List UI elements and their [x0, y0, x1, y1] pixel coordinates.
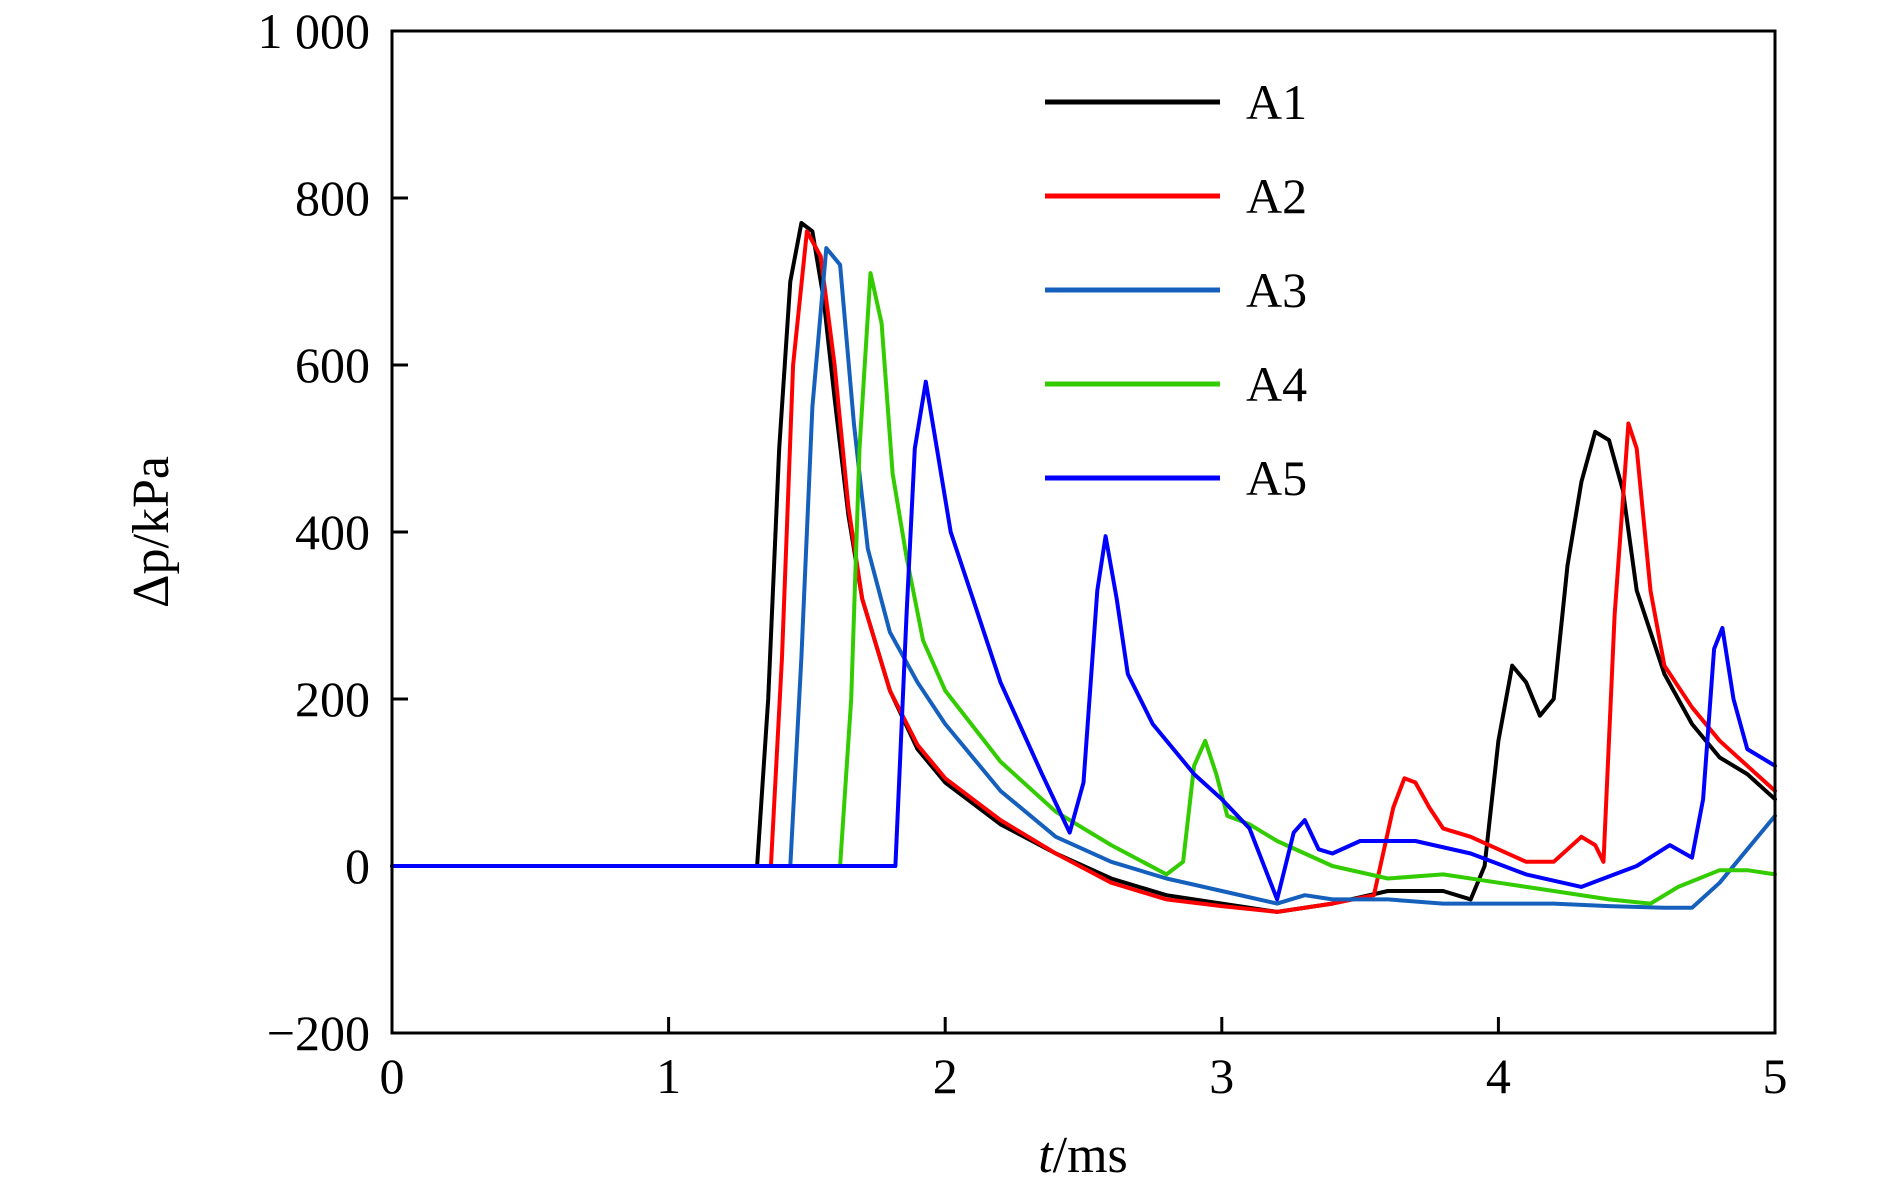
legend-label-a4: A4 [1246, 356, 1307, 412]
x-tick-label: 2 [933, 1048, 958, 1104]
legend: A1 A2 A3 A4 A5 [1045, 74, 1307, 506]
series-line-a2 [390, 229, 1777, 914]
y-tick-label: 1 000 [258, 3, 371, 59]
x-axis-ticks: 0 1 2 3 4 5 [380, 1017, 1788, 1104]
y-tick-label: −200 [267, 1005, 370, 1061]
series-layer [390, 221, 1777, 914]
y-tick-label: 600 [295, 337, 370, 393]
y-tick-label: 400 [295, 504, 370, 560]
x-tick-label: 5 [1763, 1048, 1788, 1104]
series-line-a4 [390, 271, 1777, 906]
y-tick-label: 200 [295, 671, 370, 727]
legend-label-a5: A5 [1246, 450, 1307, 506]
y-tick-label: 800 [295, 170, 370, 226]
series-line-a1 [390, 221, 1777, 914]
legend-label-a3: A3 [1246, 262, 1307, 318]
legend-label-a1: A1 [1246, 74, 1307, 130]
x-tick-label: 3 [1209, 1048, 1234, 1104]
series-line-a5 [390, 379, 1777, 902]
x-tick-label: 4 [1486, 1048, 1511, 1104]
x-tick-label: 1 [656, 1048, 681, 1104]
y-tick-label: 0 [345, 838, 370, 894]
y-axis-ticks: −200 0 200 400 600 800 1 000 [258, 3, 408, 1061]
x-tick-label: 0 [380, 1048, 405, 1104]
series-line-a3 [390, 246, 1777, 910]
plot-frame [390, 29, 1777, 1035]
y-axis-title: Δp/kPa [123, 456, 180, 608]
legend-label-a2: A2 [1246, 168, 1307, 224]
x-axis-title: t/ms [1038, 1127, 1128, 1184]
